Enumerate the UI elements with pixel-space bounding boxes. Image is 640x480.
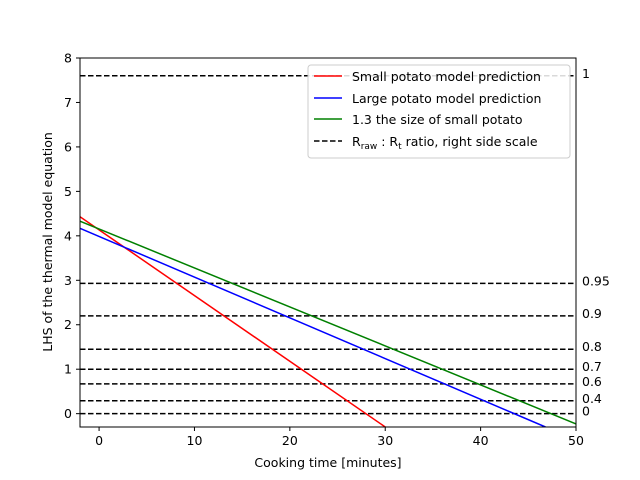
ratio-label: 0.95 <box>582 273 610 288</box>
x-tick-label: 50 <box>568 433 584 448</box>
ratio-label: 1 <box>582 66 590 81</box>
ratio-label: 0.7 <box>582 359 602 374</box>
y-tick-label: 6 <box>64 139 72 154</box>
legend-label-scaled: 1.3 the size of small potato <box>352 112 523 127</box>
y-tick-label: 7 <box>64 95 72 110</box>
y-tick-label: 2 <box>64 317 72 332</box>
y-tick-label: 1 <box>64 362 72 377</box>
x-tick-label: 10 <box>187 433 203 448</box>
ratio-labels: 1 0.95 0.9 0.8 0.70.6 0.40 <box>582 66 610 419</box>
series-lines <box>80 216 576 427</box>
ratio-label: 0 <box>582 404 590 419</box>
x-tick-label: 30 <box>377 433 393 448</box>
y-tick-label: 8 <box>64 51 72 66</box>
y-tick-label: 5 <box>64 184 72 199</box>
series-line-1 <box>80 227 546 427</box>
x-tick-label: 40 <box>473 433 489 448</box>
y-tick-label: 0 <box>64 406 72 421</box>
y-axis-label: LHS of the thermal model equation <box>40 132 55 352</box>
ratio-lines <box>80 75 576 415</box>
y-tick-label: 3 <box>64 273 72 288</box>
series-line-0 <box>80 216 386 427</box>
x-axis: 0 10 20 30 40 50 <box>95 427 584 448</box>
x-tick-label: 20 <box>282 433 298 448</box>
plot-frame <box>79 57 577 428</box>
legend-label-ratio: Rraw : Rt ratio, right side scale <box>352 134 538 152</box>
y-axis: 0 1 2 3 4 5 6 7 8 <box>64 51 80 421</box>
ratio-label: 0.6 <box>582 374 602 389</box>
x-tick-label: 0 <box>95 433 103 448</box>
ratio-label: 0.4 <box>582 391 602 406</box>
legend: Small potato model prediction Large pota… <box>307 64 571 159</box>
y-tick-label: 4 <box>64 228 72 243</box>
series-line-2 <box>80 220 576 425</box>
legend-box <box>307 64 571 159</box>
x-axis-label: Cooking time [minutes] <box>254 455 401 470</box>
ratio-label: 0.8 <box>582 339 602 354</box>
legend-label-large: Large potato model prediction <box>352 91 541 106</box>
ratio-label: 0.9 <box>582 306 602 321</box>
legend-label-small: Small potato model prediction <box>352 69 541 84</box>
